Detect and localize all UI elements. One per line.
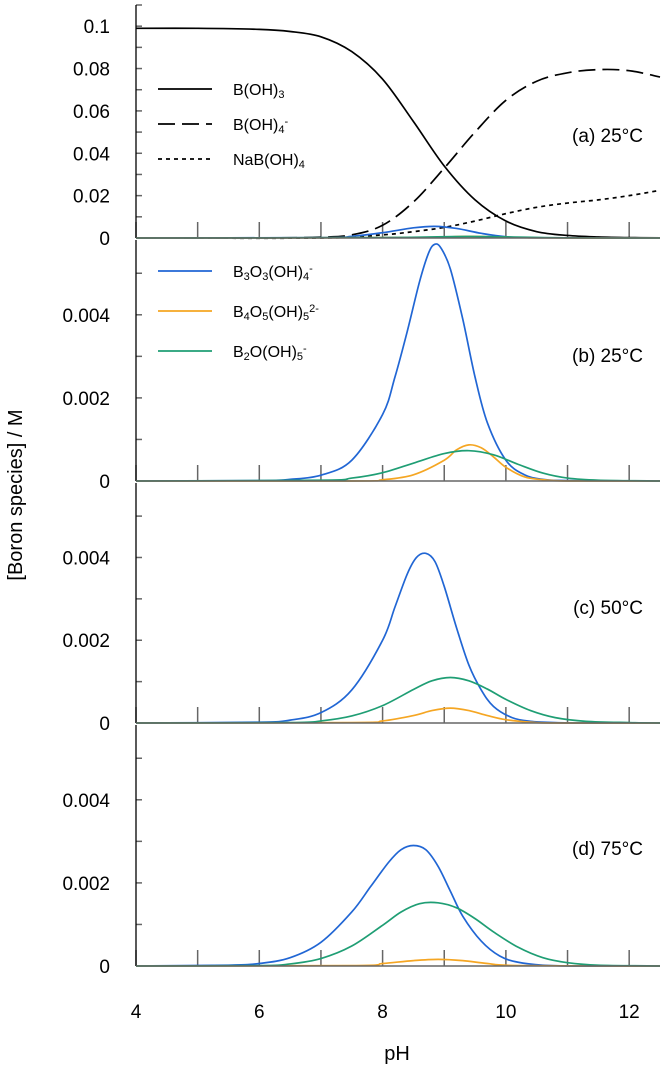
- y-tick-label: 0.004: [62, 306, 110, 327]
- panel-2: 0 0.002 0.004 (c) 50°C: [62, 483, 661, 735]
- x-tick-label: 8: [377, 1002, 388, 1023]
- legend-entry-b4o5oh5: B4O5(OH)52-: [158, 303, 319, 323]
- series-line-b2o-oh-5-: [136, 449, 661, 482]
- series-line-b2o-oh-5-: [136, 901, 661, 967]
- series-line-b3o3-oh-4-: [136, 243, 661, 482]
- y-tick-label: 0.08: [73, 60, 110, 81]
- legend-entry-naboh4: NaB(OH)4: [158, 152, 305, 171]
- series-line-b3o3-oh-4-: [136, 844, 661, 967]
- x-tick-label: 6: [254, 1002, 265, 1023]
- y-tick-label: 0.004: [62, 791, 110, 812]
- y-tick-label: 0: [99, 472, 110, 493]
- y-tick-label: 0.04: [73, 144, 110, 165]
- y-tick-label: 0: [99, 957, 110, 978]
- y-tick-label: 0.1: [84, 17, 110, 38]
- y-tick-label: 0.004: [62, 548, 110, 569]
- x-axis-title: pH: [384, 1043, 410, 1065]
- legend-label: B(OH)4-: [233, 116, 288, 136]
- y-tick-label: 0.002: [62, 389, 110, 410]
- y-tick-label: 0.02: [73, 187, 110, 208]
- legend-label: B2O(OH)5-: [233, 343, 307, 363]
- series-line-b-oh-4-: [136, 68, 661, 239]
- panel-3: 0 0.002 0.004 (d) 75°C: [62, 725, 661, 978]
- chart-panels: 0 0.02 0.04 0.06 0.08 0.1 (a) 25°C 0 0.002 0.004 (…: [62, 4, 661, 978]
- y-tick-label: 0.06: [73, 102, 110, 123]
- legend-label: B(OH)3: [233, 82, 284, 101]
- legend-label: B3O3(OH)4-: [233, 263, 313, 283]
- legend-label: B4O5(OH)52-: [233, 303, 319, 323]
- x-tick-label: 4: [131, 1002, 142, 1023]
- panel-label: (d) 75°C: [572, 839, 643, 860]
- x-tick-label: 10: [495, 1002, 516, 1023]
- series-line-b-oh-3: [136, 27, 661, 239]
- legend-entry-boh3: B(OH)3: [158, 82, 284, 101]
- panel-label: (b) 25°C: [572, 346, 643, 367]
- shared-axes: [Boron species] / M pH 4 6 8 10 12: [5, 409, 640, 1065]
- series-line-b2o-oh-5-: [136, 676, 661, 724]
- panel-0: 0 0.02 0.04 0.06 0.08 0.1 (a) 25°C: [73, 4, 661, 250]
- x-tick-label: 12: [619, 1002, 640, 1023]
- panel-label: (a) 25°C: [572, 126, 643, 147]
- y-tick-label: 0.002: [62, 874, 110, 895]
- chart-legends: B(OH)3 B(OH)4- NaB(OH)4 B3O3(OH)4- B4O5(OH)5…: [158, 82, 319, 363]
- legend-entry-boh4: B(OH)4-: [158, 116, 288, 136]
- series-line-b4o5-oh-5-2-: [136, 443, 661, 482]
- legend-entry-b3o3oh4: B3O3(OH)4-: [158, 263, 313, 283]
- legend-entry-b2ooh5: B2O(OH)5-: [158, 343, 307, 363]
- legend-label: NaB(OH)4: [233, 152, 305, 171]
- y-tick-label: 0: [99, 229, 110, 250]
- panel-label: (c) 50°C: [573, 598, 643, 619]
- y-tick-label: 0.002: [62, 631, 110, 652]
- panel-1: 0 0.002 0.004 (b) 25°C: [62, 240, 661, 493]
- series-line-nab-oh-4: [136, 189, 661, 240]
- series-line-b3o3-oh-4-: [136, 552, 661, 724]
- y-tick-label: 0: [99, 714, 110, 735]
- y-axis-title: [Boron species] / M: [5, 409, 27, 580]
